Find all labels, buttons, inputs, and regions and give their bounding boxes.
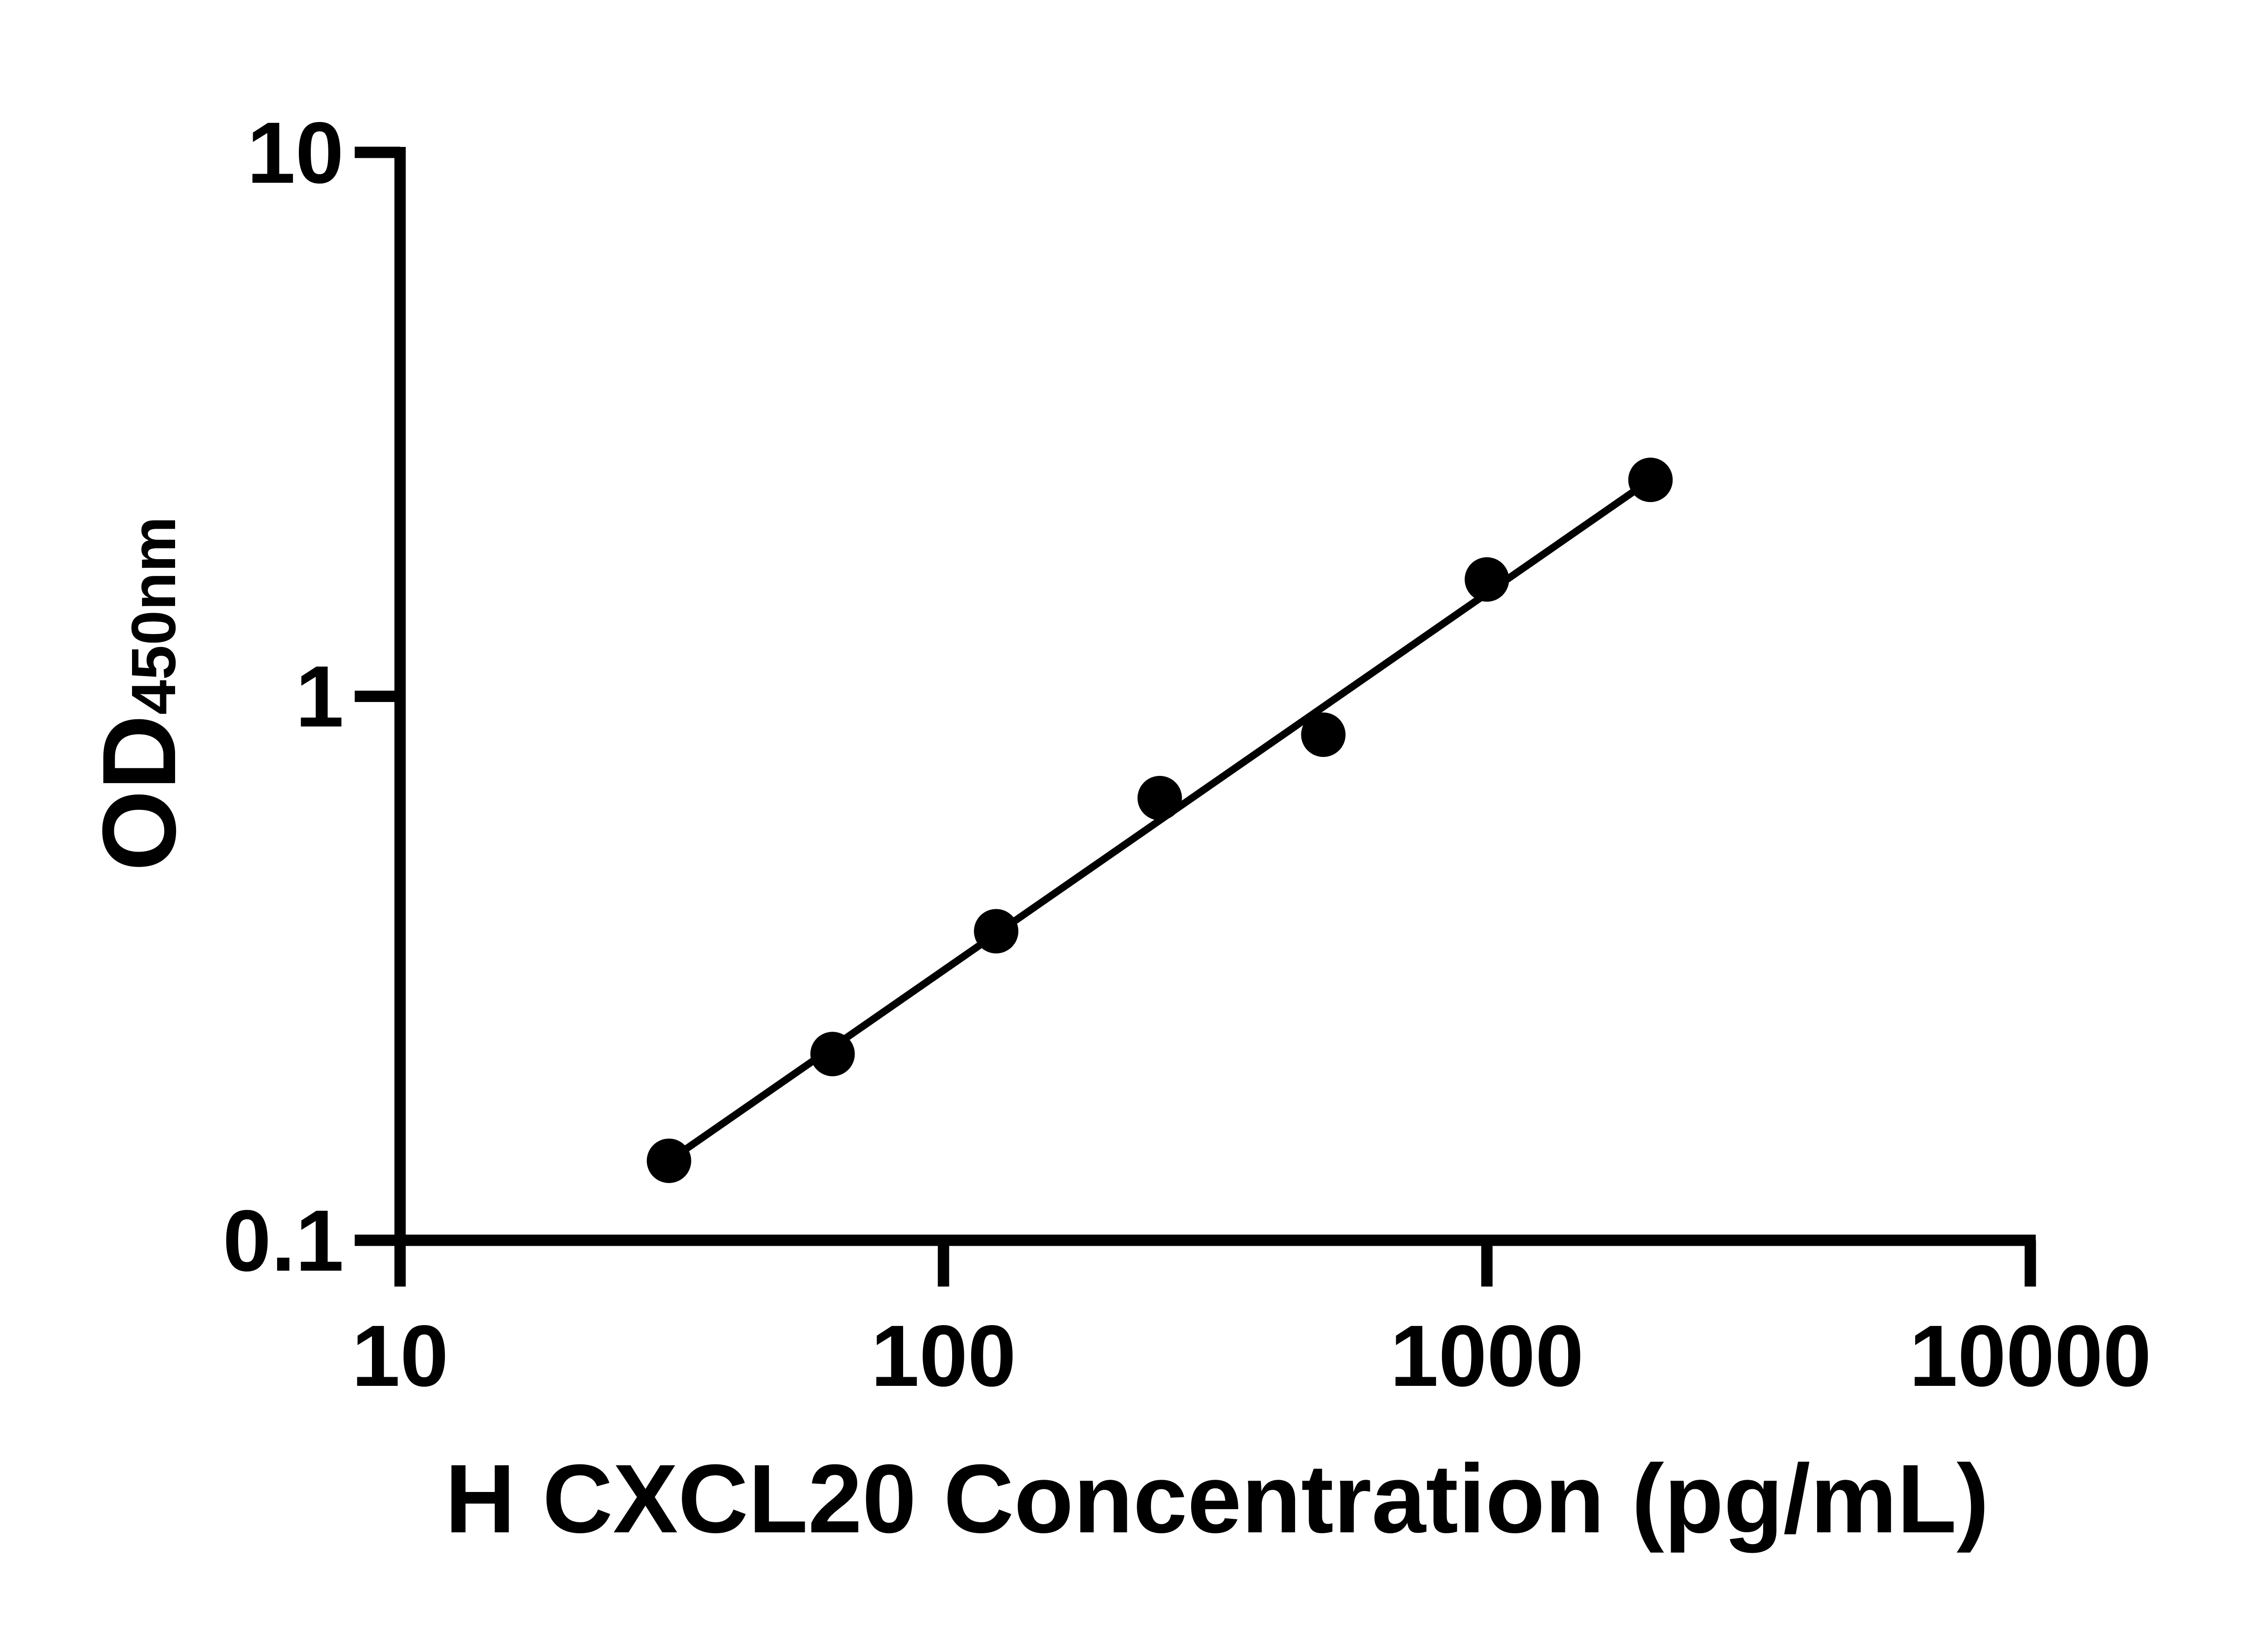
data-point-1000 [1465, 557, 1509, 602]
y-tick-label-10: 10 [247, 103, 344, 201]
x-tick-label-100: 100 [870, 1307, 1017, 1404]
y-axis-line [394, 147, 406, 1287]
x-tick-1000 [1481, 1240, 1493, 1287]
x-tick-10 [394, 1240, 406, 1287]
data-point-31.25 [646, 1138, 691, 1183]
x-axis-title: H CXCL20 Concentration (pg/mL) [445, 1444, 1989, 1553]
x-tick-label-1000: 1000 [1390, 1307, 1584, 1404]
data-point-2000 [1628, 458, 1673, 502]
data-point-62.5 [810, 1032, 855, 1077]
x-tick-label-10000: 10000 [1909, 1307, 2151, 1404]
x-tick-100 [938, 1240, 949, 1287]
y-tick-10 [355, 146, 400, 158]
y-tick-label-1: 1 [295, 648, 344, 745]
y-tick-0.1 [355, 1234, 400, 1246]
x-tick-10000 [2024, 1240, 2036, 1287]
x-axis-line [394, 1234, 2036, 1246]
y-tick-label-0.1: 0.1 [223, 1191, 344, 1289]
data-point-250 [1137, 775, 1182, 820]
data-point-125 [974, 909, 1019, 954]
data-point-500 [1301, 712, 1346, 757]
y-tick-1 [355, 691, 400, 702]
x-tick-label-10: 10 [352, 1307, 449, 1404]
